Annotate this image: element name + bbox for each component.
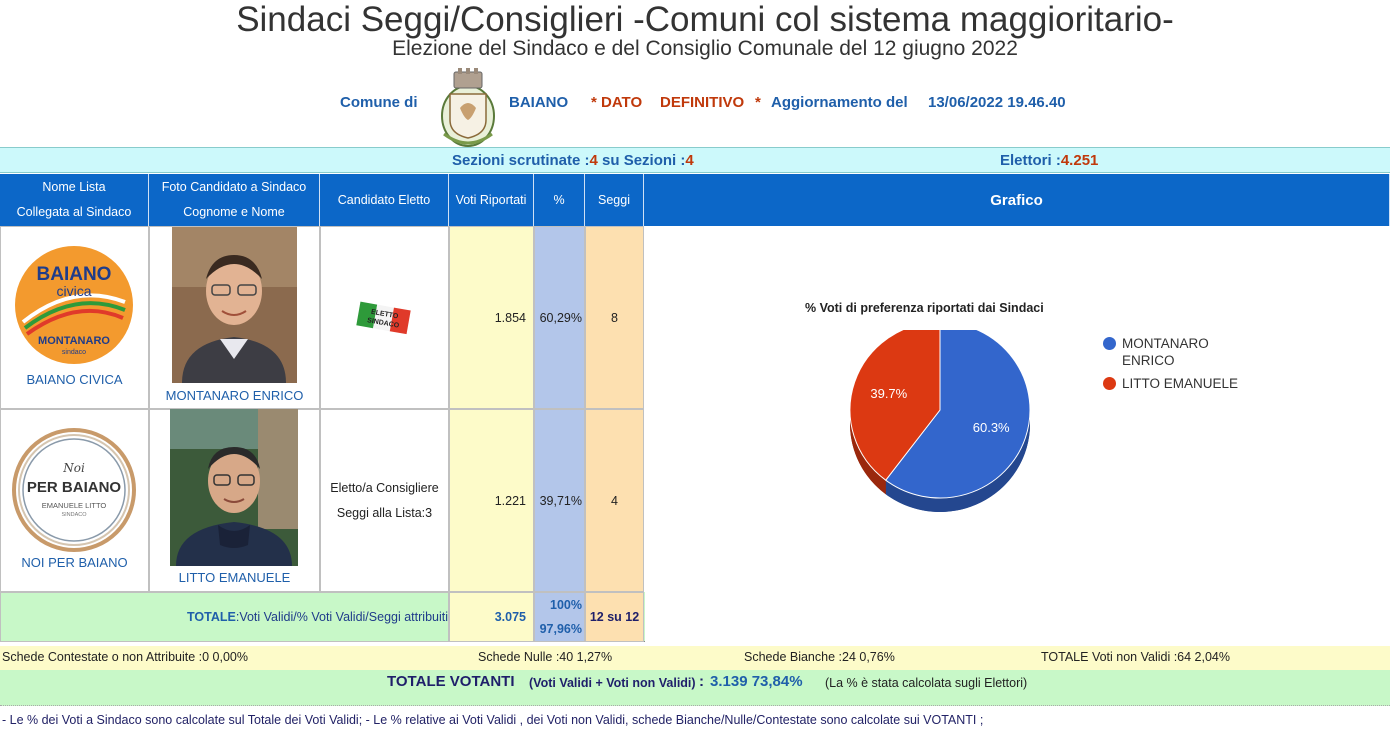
pie-slice-label: 39.7% [870, 386, 907, 401]
votanti-bar: TOTALE VOTANTI (Voti Validi + Voti non V… [0, 670, 1390, 706]
legend-item-montanaro: MONTANARO ENRICO [1103, 335, 1242, 369]
pie-slice-label: 60.3% [973, 420, 1010, 435]
totale-pct1: 100% [550, 598, 582, 612]
schede-bianche: Schede Bianche :24 0,76% [744, 650, 895, 664]
header-seggi: Seggi [585, 174, 644, 226]
comune-label: Comune di [340, 94, 418, 111]
voti-value: 1.221 [449, 409, 534, 592]
update-label: Aggiornamento del [771, 94, 908, 111]
eletto-sindaco-flag-icon: ELETTO SINDACO [356, 301, 411, 335]
comune-name: BAIANO [509, 94, 569, 111]
table-row-lista-cell [0, 226, 149, 409]
lista-name: BAIANO CIVICA [26, 372, 123, 387]
voti-value: 1.854 [449, 226, 534, 409]
votanti-sublabel: (Voti Validi + Voti non Validi) [529, 676, 696, 690]
dato-status: DEFINITIVO [660, 94, 745, 111]
totale-label-cell: TOTALE:Voti Validi/% Voti Validi/Seggi a… [0, 592, 449, 642]
legend-label: LITTO EMANUELE [1122, 376, 1239, 391]
pct-value: 39,71% [534, 409, 585, 592]
pie-slice [849, 330, 941, 481]
header-foto-line1: Foto Candidato a Sindaco [161, 180, 307, 194]
page-subtitle: Elezione del Sindaco e del Consiglio Com… [392, 37, 1018, 60]
candidate-name: LITTO EMANUELE [178, 570, 291, 585]
legend-item-litto: LITTO EMANUELE [1103, 375, 1282, 392]
candidate-photo-litto [170, 409, 298, 566]
totale-pct-cell: 100% 97,96% [534, 592, 585, 642]
logo2-text1: Noi [62, 461, 85, 475]
header-pct: % [534, 174, 585, 226]
logo1-text2: civica [56, 283, 91, 299]
elettori-value: 4.251 [1060, 152, 1099, 169]
table-row-lista-cell [0, 409, 149, 592]
table-row-candidato-cell [149, 226, 320, 409]
schede-contestate: Schede Contestate o non Attribuite :0 0,… [2, 650, 249, 664]
header-lista-line2: Collegata al Sindaco [16, 205, 132, 219]
logo2-text2: PER BAIANO [27, 479, 122, 496]
scrutinio-bar: Sezioni scrutinate :4 su Sezioni :4 Elet… [0, 147, 1390, 173]
schede-bar: Schede Contestate o non Attribuite :0 0,… [0, 646, 1390, 670]
totale-label-rest: :Voti Validi/% Voti Validi/Seggi attribu… [235, 610, 448, 624]
comune-crest-icon [441, 68, 495, 147]
logo2-text3: EMANUELE LITTO [42, 501, 107, 510]
legend-dot-icon [1103, 377, 1116, 390]
header-lista-line1: Nome Lista [42, 180, 106, 194]
candidate-photo-montanaro [172, 227, 297, 383]
table-row-eletto-cell: Eletto/a Consigliere Seggi alla Lista:3 [320, 409, 449, 592]
pct-value: 60,29% [534, 226, 585, 409]
seggi-lista-text: Seggi alla Lista:3 [336, 505, 433, 520]
logo2-text4: SINDACO [61, 512, 87, 518]
sezioni-value: 4 [589, 152, 598, 169]
logo1-text4: sindaco [62, 349, 86, 356]
eletto-consigliere-text: Eletto/a Consigliere [330, 480, 439, 495]
baiano-civica-logo-icon: BAIANO civica MONTANARO sindaco [15, 246, 133, 364]
su-sezioni-value: 4 [685, 152, 694, 169]
dato-prefix: * DATO [591, 94, 643, 111]
seggi-value: 8 [585, 226, 644, 409]
update-timestamp: 13/06/2022 19.46.40 [928, 94, 1066, 111]
noi-per-baiano-logo-icon: Noi PER BAIANO EMANUELE LITTO SINDACO [12, 428, 136, 552]
legend-dot-icon [1103, 337, 1116, 350]
lista-name: NOI PER BAIANO [21, 555, 128, 570]
header-candidato-eletto: Candidato Eletto [320, 174, 449, 226]
comune-info-row: Comune di BAIANO * DATO DEFINITIVO * Agg… [0, 92, 1390, 116]
header-foto-candidato: Foto Candidato a Sindaco Cognome e Nome [149, 174, 320, 226]
voti-non-validi: TOTALE Voti non Validi :64 2,04% [1041, 650, 1231, 664]
sezioni-label: Sezioni scrutinate : [452, 152, 590, 169]
seggi-value: 4 [585, 409, 644, 592]
votanti-value: 3.139 73,84% [710, 673, 803, 690]
votanti-colon: : [699, 673, 704, 690]
header-foto-line2: Cognome e Nome [183, 205, 285, 219]
chart-title: % Voti di preferenza riportati dai Sinda… [805, 301, 1044, 315]
totale-pct2: 97,96% [539, 622, 582, 636]
logo1-text3: MONTANARO [38, 335, 110, 347]
table-row-eletto-cell [320, 226, 449, 409]
eletto-badge-text: ELETTO [370, 309, 399, 321]
logo1-text1: BAIANO [37, 264, 112, 285]
pie-slice-rim [885, 410, 1030, 512]
pie-chart: 60.3% 39.7% [849, 330, 1031, 512]
dato-suffix: * [755, 94, 761, 111]
header-grafico: Grafico [644, 174, 1390, 226]
su-sezioni-label: su Sezioni : [597, 152, 686, 169]
legend-label: MONTANARO ENRICO [1122, 336, 1209, 368]
header-nome-lista: Nome Lista Collegata al Sindaco [0, 174, 149, 226]
candidate-name: MONTANARO ENRICO [165, 388, 304, 403]
votanti-label: TOTALE VOTANTI [387, 673, 515, 690]
elettori-label: Elettori : [1000, 152, 1061, 169]
footnote: - Le % dei Voti a Sindaco sono calcolate… [2, 713, 984, 727]
header-voti: Voti Riportati [449, 174, 534, 226]
totale-seggi: 12 su 12 [585, 592, 644, 642]
schede-nulle: Schede Nulle :40 1,27% [478, 650, 613, 664]
totale-label-bold: TOTALE [187, 610, 236, 624]
page-title: Sindaci Seggi/Consiglieri -Comuni col si… [236, 0, 1174, 39]
totale-voti: 3.075 [449, 592, 534, 642]
pie-slice [885, 330, 1031, 499]
votanti-note: (La % è stata calcolata sugli Elettori) [825, 676, 1028, 690]
